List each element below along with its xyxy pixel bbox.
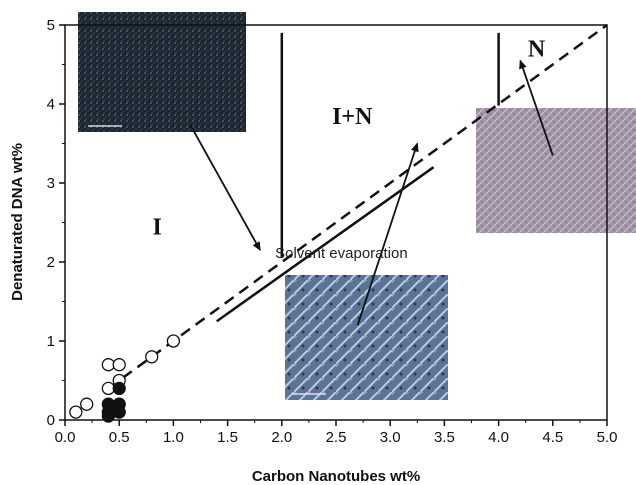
x-tick-label: 4.5 xyxy=(542,429,563,446)
pointer-arrow xyxy=(356,142,419,326)
nematic-micrograph xyxy=(476,108,636,233)
region-label-isotropic: I xyxy=(152,214,161,240)
x-tick-label: 0.0 xyxy=(55,429,76,446)
y-tick-label: 2 xyxy=(47,254,55,271)
x-tick-label: 3.0 xyxy=(380,429,401,446)
pointer-arrow xyxy=(519,59,554,156)
open-data-point xyxy=(80,397,94,411)
pointer-arrow xyxy=(188,123,261,252)
x-tick-label: 4.0 xyxy=(488,429,509,446)
open-data-point xyxy=(69,405,83,419)
solid-boundary-line xyxy=(216,166,435,323)
y-tick-label: 0 xyxy=(47,412,55,429)
open-data-point xyxy=(166,334,181,348)
filled-data-point xyxy=(112,381,126,396)
x-tick-label: 0.5 xyxy=(109,429,130,446)
y-tick-label: 1 xyxy=(47,333,55,350)
open-data-point xyxy=(112,358,126,372)
x-ticks: 0.0 0.5 1.0 1.5 2.0 2.5 3.0 3.5 4.0 4.5 5.0 xyxy=(55,420,618,446)
solvent-evaporation-label: Solvent evaporation xyxy=(275,245,408,262)
isotropic-micrograph xyxy=(78,12,246,132)
evaporation-micrograph xyxy=(285,275,448,400)
filled-data-point xyxy=(101,409,116,423)
dashed-phase-boundary xyxy=(107,23,608,390)
x-axis-title: Carbon Nanotubes wt% xyxy=(252,468,420,485)
x-tick-label: 1.5 xyxy=(217,429,238,446)
x-tick-label: 2.5 xyxy=(326,429,347,446)
y-tick-label: 4 xyxy=(47,96,55,113)
open-data-point xyxy=(145,350,159,364)
y-tick-label: 3 xyxy=(47,175,55,192)
data-points xyxy=(69,334,181,423)
region-label-biphasic: I+N xyxy=(332,104,373,130)
y-tick-label: 5 xyxy=(47,17,55,34)
y-ticks: 0 1 2 3 4 5 xyxy=(47,17,65,429)
region-label-nematic: N xyxy=(528,37,546,63)
boundary-lines xyxy=(107,23,608,390)
y-axis-title: Denaturated DNA wt% xyxy=(9,143,26,301)
x-tick-label: 5.0 xyxy=(597,429,618,446)
x-tick-label: 2.0 xyxy=(271,429,292,446)
arrows xyxy=(188,59,554,326)
x-tick-label: 3.5 xyxy=(434,429,455,446)
x-tick-label: 1.0 xyxy=(163,429,184,446)
